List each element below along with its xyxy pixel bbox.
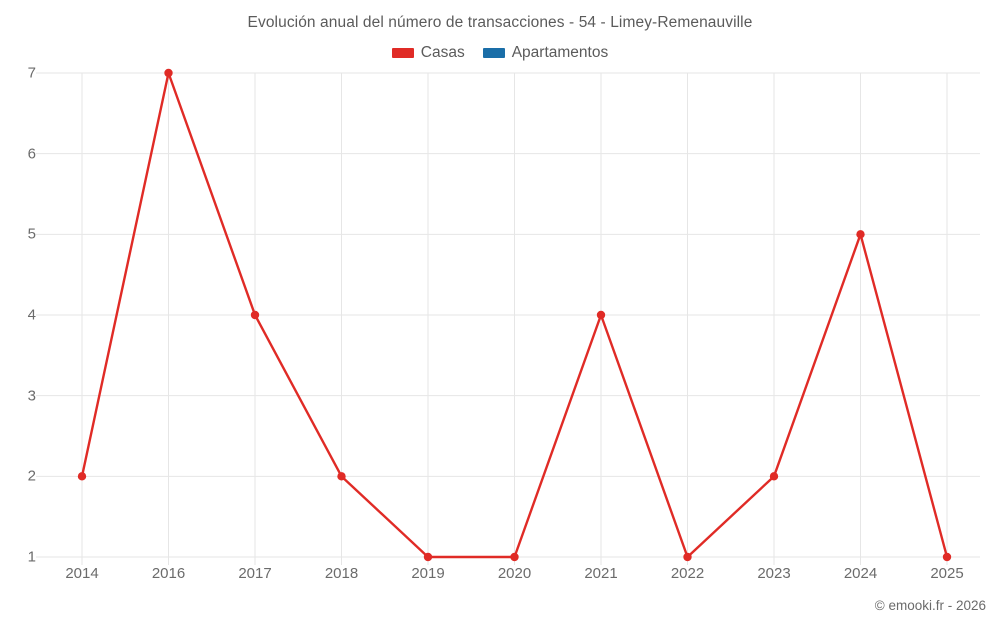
- y-tick-label: 4: [27, 306, 36, 324]
- x-tick-label: 2021: [584, 565, 618, 582]
- legend-swatch-casas: [391, 47, 414, 58]
- data-point[interactable]: [250, 310, 260, 320]
- x-tick-label: 2024: [843, 565, 878, 582]
- y-tick-label: 7: [27, 64, 36, 82]
- x-tick-label: 2014: [65, 565, 99, 582]
- data-point[interactable]: [510, 552, 519, 562]
- y-tick-label: 5: [27, 225, 36, 243]
- legend-item-apartamentos[interactable]: Apartamentos: [482, 44, 609, 61]
- x-axis-tick-labels: 2014 2016 2017 2018 2019 2020 2021 2022 2023 2024…: [0, 566, 1000, 590]
- data-point[interactable]: [856, 230, 865, 239]
- data-point[interactable]: [942, 552, 952, 562]
- chart-title: Evolución anual del número de transaccio…: [247, 14, 753, 31]
- x-tick-label: 2020: [497, 565, 532, 582]
- data-point[interactable]: [423, 552, 433, 562]
- data-point[interactable]: [683, 552, 692, 562]
- data-point[interactable]: [164, 68, 173, 78]
- data-point[interactable]: [596, 310, 606, 320]
- x-tick-label: 2023: [757, 565, 791, 582]
- data-point[interactable]: [337, 472, 346, 481]
- data-point[interactable]: [769, 472, 779, 481]
- series-casas: [77, 68, 952, 562]
- y-tick-label: 2: [27, 467, 36, 485]
- y-axis-tick-labels: 1 2 3 4 5 6 7: [0, 0, 36, 625]
- legend-label-casas: Casas: [420, 44, 465, 61]
- x-tick-label: 2018: [324, 565, 359, 582]
- legend-item-casas[interactable]: Casas: [391, 44, 465, 61]
- x-tick-label: 2017: [238, 565, 272, 582]
- y-tick-label: 3: [27, 387, 36, 405]
- copyright-credit: © emooki.fr - 2026: [874, 598, 986, 613]
- x-tick-label: 2016: [151, 565, 186, 582]
- x-tick-label: 2022: [670, 565, 705, 582]
- x-tick-label: 2025: [930, 565, 964, 582]
- y-tick-label: 1: [27, 548, 36, 566]
- chart-legend: Casas Apartamentos: [0, 45, 1000, 61]
- data-point[interactable]: [77, 472, 87, 481]
- x-tick-label: 2019: [411, 565, 445, 582]
- legend-swatch-apartamentos: [482, 47, 505, 58]
- y-tick-label: 6: [27, 145, 36, 163]
- legend-label-apartamentos: Apartamentos: [511, 44, 609, 61]
